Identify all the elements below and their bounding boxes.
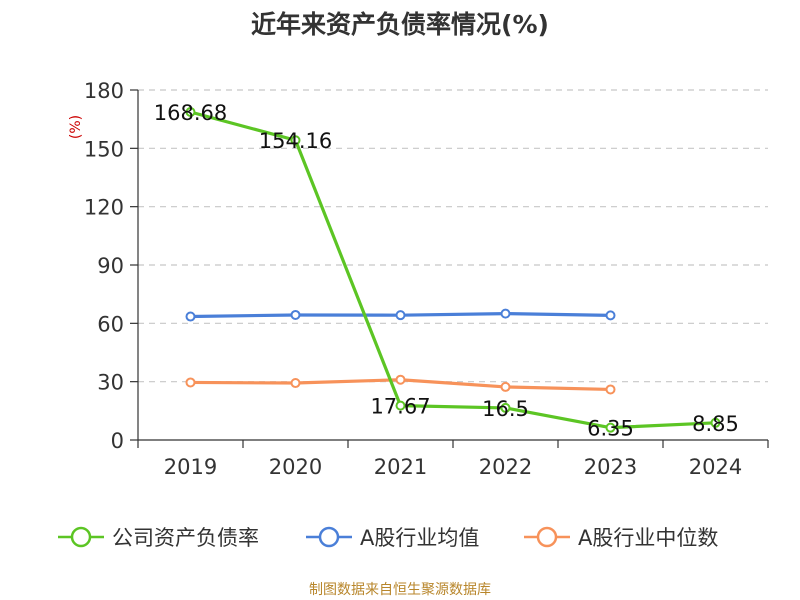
data-labels-layer: 168.68 154.16 17.67 16.5 6.35 8.85 [154,101,739,441]
series-1 [185,308,616,322]
series-point-2-2022 [500,381,511,392]
legend-marker-2 [536,526,558,548]
data-label-2024: 8.85 [692,412,739,436]
series-layer [185,107,721,433]
y-tick-label-90: 90 [97,254,124,278]
x-tick-label-2023: 2023 [584,455,637,479]
x-tick-label-2020: 2020 [269,455,322,479]
series-point-2-2020 [290,378,301,389]
series-point-0-2022 [500,402,511,413]
data-label-2021: 17.67 [370,395,430,419]
series-point-0-2020 [290,135,301,146]
y-tick-label-30: 30 [97,371,124,395]
data-label-2022: 16.5 [482,397,529,421]
y-axis-unit-label: (%) [68,115,84,139]
data-label-2020: 154.16 [259,129,332,153]
y-tick-label-0: 0 [111,429,124,453]
data-label-2019: 168.68 [154,101,227,125]
x-tick-label-2024: 2024 [689,455,742,479]
series-point-2-2021 [395,374,406,385]
legend-item-0: 公司资产负债率 [58,526,259,550]
y-tick-label-120: 120 [84,196,124,220]
series-point-1-2022 [500,308,511,319]
series-line-0 [190,110,716,430]
x-tick-label-2022: 2022 [479,455,532,479]
series-point-0-2023 [605,422,616,433]
series-point-1-2021 [395,310,406,321]
legend-label-0: 公司资产负债率 [112,526,259,550]
legend-marker-1 [318,526,340,548]
series-0 [185,107,721,433]
y-tick-label-180: 180 [84,79,124,103]
source-note: 制图数据来自恒生聚源数据库 [309,582,491,598]
series-point-0-2021 [395,400,406,411]
x-tick-label-2019: 2019 [164,455,217,479]
series-2 [185,374,616,395]
series-point-2-2023 [605,384,616,395]
legend: 公司资产负债率 A股行业均值 A股行业中位数 [58,526,718,550]
chart-title: 近年来资产负债率情况(%) [251,10,549,39]
grid-lines [138,89,768,383]
y-tick-label-60: 60 [97,312,124,336]
legend-item-2: A股行业中位数 [524,526,718,550]
series-point-0-2019 [185,107,196,118]
series-point-2-2019 [185,377,196,388]
axes: 0 30 60 90 120 150 180 2019 2020 2021 2022 2023 2024 [84,79,769,479]
series-point-1-2023 [605,310,616,321]
legend-label-1: A股行业均值 [360,526,479,550]
legend-label-2: A股行业中位数 [578,526,718,550]
x-tick-label-2021: 2021 [374,455,427,479]
series-point-0-2024 [710,417,721,428]
series-point-1-2019 [185,311,196,322]
data-label-2023: 6.35 [587,417,634,441]
legend-marker-0 [70,526,92,548]
series-point-1-2020 [290,309,301,320]
y-tick-label-150: 150 [84,137,124,161]
legend-item-1: A股行业均值 [306,526,479,550]
